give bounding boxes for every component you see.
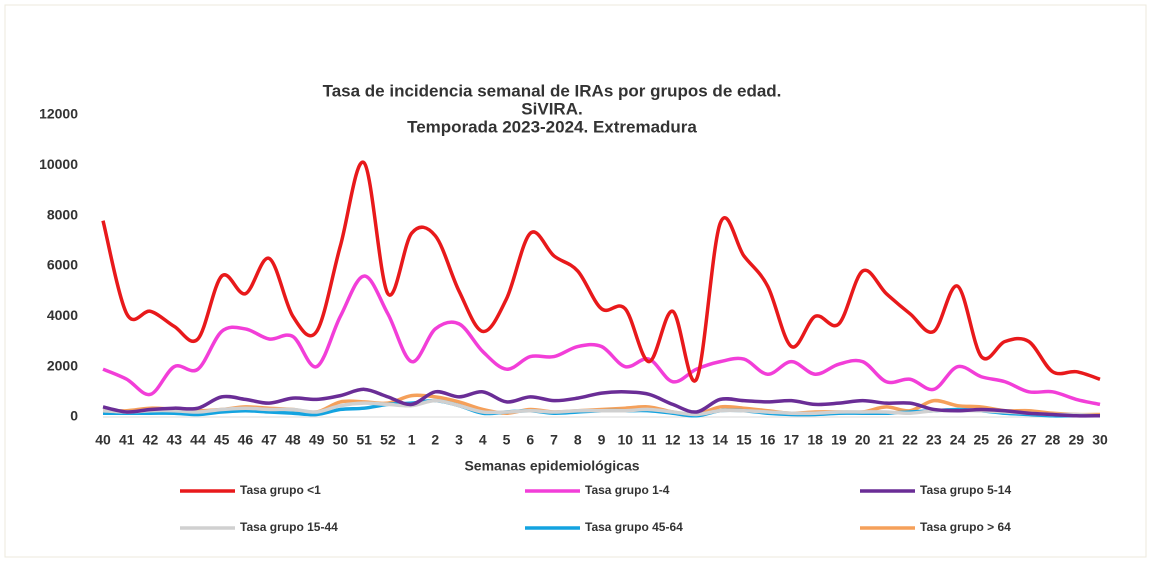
- x-tick-label: 3: [455, 432, 463, 448]
- x-tick-label: 28: [1045, 432, 1061, 448]
- x-tick-label: 51: [356, 432, 372, 448]
- x-tick-label: 1: [408, 432, 416, 448]
- x-tick-label: 27: [1021, 432, 1037, 448]
- x-tick-label: 24: [950, 432, 966, 448]
- x-tick-label: 25: [974, 432, 990, 448]
- legend-label: Tasa grupo 1-4: [585, 483, 670, 497]
- chart-subtitle: SiVIRA.: [521, 99, 582, 118]
- x-tick-label: 50: [333, 432, 349, 448]
- x-tick-label: 52: [380, 432, 396, 448]
- x-tick-label: 14: [712, 432, 728, 448]
- x-tick-label: 20: [855, 432, 871, 448]
- series-line: [101, 160, 1101, 383]
- chart-title: Tasa de incidencia semanal de IRAs por g…: [323, 81, 782, 100]
- x-tick-label: 2: [431, 432, 439, 448]
- x-axis-label: Semanas epidemiológicas: [464, 458, 639, 474]
- x-tick-label: 30: [1092, 432, 1108, 448]
- x-tick-label: 26: [997, 432, 1013, 448]
- x-tick-label: 16: [760, 432, 776, 448]
- y-tick-label: 0: [70, 408, 78, 424]
- x-tick-label: 4: [479, 432, 487, 448]
- x-tick-label: 42: [143, 432, 159, 448]
- y-tick-label: 10000: [39, 156, 78, 172]
- x-tick-label: 9: [598, 432, 606, 448]
- x-tick-label: 23: [926, 432, 942, 448]
- y-tick-label: 8000: [47, 206, 78, 222]
- x-tick-label: 21: [879, 432, 895, 448]
- y-tick-label: 4000: [47, 307, 78, 323]
- x-tick-label: 17: [784, 432, 800, 448]
- x-tick-label: 48: [285, 432, 301, 448]
- x-tick-label: 11: [642, 432, 657, 448]
- chart-subtitle: Temporada 2023-2024. Extremadura: [407, 117, 697, 136]
- x-tick-label: 7: [550, 432, 558, 448]
- x-tick-label: 5: [503, 432, 511, 448]
- x-tick-label: 40: [95, 432, 111, 448]
- y-tick-label: 6000: [47, 257, 78, 273]
- x-tick-label: 49: [309, 432, 325, 448]
- legend-label: Tasa grupo 15-44: [240, 520, 338, 534]
- legend-label: Tasa grupo 5-14: [920, 483, 1011, 497]
- x-tick-label: 8: [574, 432, 582, 448]
- x-tick-label: 45: [214, 432, 230, 448]
- y-tick-label: 2000: [47, 357, 78, 373]
- series-line: [102, 387, 1101, 418]
- frame: [4, 4, 1147, 558]
- x-tick-label: 6: [526, 432, 534, 448]
- x-tick-label: 19: [831, 432, 847, 448]
- x-tick-label: 43: [166, 432, 182, 448]
- y-tick-label: 12000: [39, 106, 78, 122]
- legend-label: Tasa grupo <1: [240, 483, 321, 497]
- legend-label: Tasa grupo > 64: [920, 520, 1011, 534]
- x-tick-label: 41: [119, 432, 135, 448]
- x-tick-label: 12: [665, 432, 681, 448]
- x-tick-label: 44: [190, 432, 206, 448]
- x-tick-label: 13: [689, 432, 705, 448]
- legend-label: Tasa grupo 45-64: [585, 520, 683, 534]
- x-tick-label: 47: [261, 432, 277, 448]
- x-tick-label: 46: [238, 432, 254, 448]
- x-tick-label: 10: [617, 432, 633, 448]
- x-tick-label: 15: [736, 432, 752, 448]
- x-tick-label: 18: [807, 432, 823, 448]
- x-tick-label: 29: [1068, 432, 1084, 448]
- x-tick-label: 22: [902, 432, 918, 448]
- series-line: [102, 274, 1101, 407]
